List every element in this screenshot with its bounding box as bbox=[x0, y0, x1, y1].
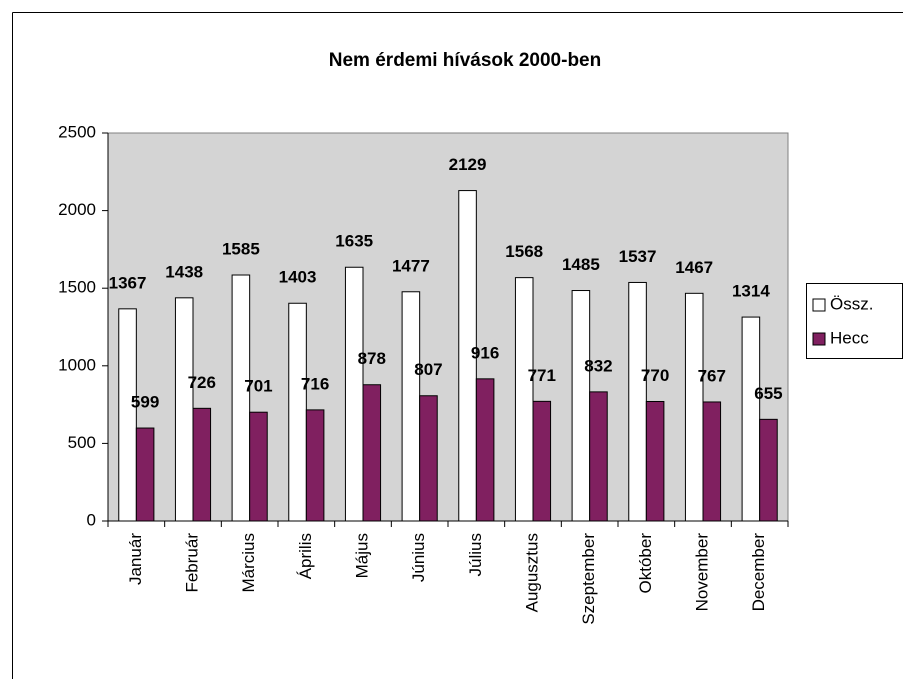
value-label: 726 bbox=[188, 373, 216, 392]
bar bbox=[589, 391, 608, 522]
bar bbox=[249, 411, 268, 522]
bar bbox=[401, 291, 421, 522]
value-label: 1485 bbox=[562, 255, 600, 274]
bar bbox=[231, 274, 251, 522]
value-label: 716 bbox=[301, 374, 329, 393]
bar bbox=[475, 378, 495, 522]
x-tick-label: Szeptember bbox=[579, 533, 598, 625]
bar bbox=[532, 400, 552, 522]
bar bbox=[305, 409, 325, 522]
y-tick-label: 2000 bbox=[58, 200, 96, 219]
bar bbox=[118, 308, 137, 522]
bar bbox=[458, 190, 477, 522]
bar bbox=[702, 401, 722, 522]
y-tick-label: 1500 bbox=[58, 278, 96, 297]
x-tick-label: Július bbox=[466, 533, 485, 576]
value-label: 878 bbox=[358, 349, 386, 368]
value-label: 1467 bbox=[675, 258, 713, 277]
value-label: 770 bbox=[641, 366, 669, 385]
value-label: 1314 bbox=[732, 282, 770, 301]
value-label: 1635 bbox=[335, 232, 373, 251]
bar bbox=[759, 418, 778, 522]
value-label: 701 bbox=[244, 377, 272, 396]
x-tick-label: Április bbox=[296, 533, 315, 579]
bar bbox=[362, 384, 382, 522]
value-label: 1403 bbox=[279, 268, 317, 287]
x-tick-label: Március bbox=[239, 533, 258, 593]
legend-label: Össz. bbox=[830, 294, 873, 313]
bar bbox=[514, 277, 534, 522]
legend-label: Hecc bbox=[830, 328, 869, 347]
x-tick-label: Május bbox=[352, 533, 371, 578]
x-tick-label: Február bbox=[182, 533, 201, 593]
value-label: 807 bbox=[414, 360, 442, 379]
legend-swatch bbox=[812, 298, 826, 312]
bar bbox=[344, 266, 364, 522]
bar bbox=[571, 290, 591, 522]
value-label: 1568 bbox=[505, 242, 543, 261]
x-tick-label: Augusztus bbox=[522, 533, 541, 612]
bar bbox=[741, 316, 761, 522]
value-label: 1477 bbox=[392, 256, 430, 275]
value-label: 832 bbox=[584, 356, 612, 375]
value-label: 1585 bbox=[222, 239, 260, 258]
bar bbox=[135, 427, 155, 522]
value-label: 1438 bbox=[165, 262, 203, 281]
x-tick-label: November bbox=[692, 533, 711, 612]
value-label: 916 bbox=[471, 343, 499, 362]
legend-box bbox=[806, 283, 903, 359]
x-tick-label: December bbox=[749, 533, 768, 612]
bar bbox=[192, 407, 212, 522]
x-tick-label: Október bbox=[636, 533, 655, 594]
value-label: 2129 bbox=[449, 155, 487, 174]
y-tick-label: 1000 bbox=[58, 355, 96, 374]
bar bbox=[419, 395, 438, 522]
y-tick-label: 0 bbox=[87, 510, 96, 529]
bar bbox=[288, 302, 307, 522]
chart-title: Nem érdemi hívások 2000-ben bbox=[329, 50, 601, 71]
y-tick-label: 2500 bbox=[58, 122, 96, 141]
value-label: 767 bbox=[698, 366, 726, 385]
bar bbox=[645, 400, 665, 522]
value-label: 771 bbox=[528, 366, 556, 385]
bar bbox=[628, 281, 647, 522]
value-label: 1537 bbox=[619, 247, 657, 266]
value-label: 1367 bbox=[109, 273, 147, 292]
x-tick-label: Január bbox=[126, 533, 145, 585]
bar bbox=[174, 297, 194, 522]
value-label: 599 bbox=[131, 393, 159, 412]
value-label: 655 bbox=[754, 384, 782, 403]
x-tick-label: Június bbox=[409, 533, 428, 582]
legend-swatch bbox=[812, 332, 826, 346]
y-tick-label: 500 bbox=[68, 433, 96, 452]
bar bbox=[684, 292, 704, 522]
